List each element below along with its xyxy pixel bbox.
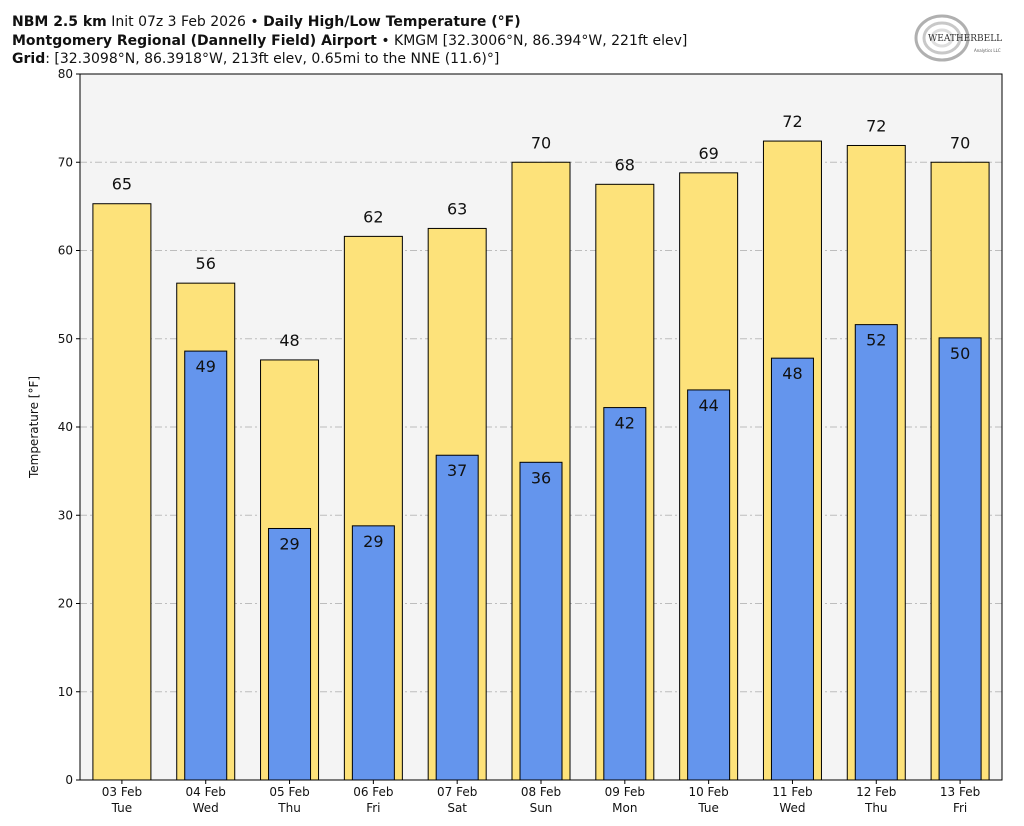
ytick-label-60: 60 [58, 244, 73, 258]
xtick-day-6: Mon [612, 801, 637, 815]
low-label-3: 29 [363, 532, 383, 551]
xtick-date-0: 03 Feb [102, 785, 142, 799]
chart-title: Daily High/Low Temperature (°F) [263, 14, 521, 30]
ytick-label-80: 80 [58, 67, 73, 81]
header-separator: • [381, 33, 390, 49]
ytick-label-20: 20 [58, 597, 73, 611]
high-label-2: 48 [279, 331, 299, 350]
low-label-4: 37 [447, 461, 467, 480]
xtick-date-10: 13 Feb [940, 785, 980, 799]
low-bar-1 [184, 350, 228, 781]
logo-subtext: Analytics LLC [974, 48, 1001, 53]
xtick-date-1: 04 Feb [186, 785, 226, 799]
ytick-label-40: 40 [58, 420, 73, 434]
high-label-6: 68 [615, 155, 635, 174]
high-label-1: 56 [196, 254, 216, 273]
high-label-7: 69 [698, 144, 718, 163]
model-name: NBM 2.5 km [12, 14, 107, 30]
high-label-10: 70 [950, 133, 970, 152]
xtick-day-3: Fri [366, 801, 380, 815]
logo-text: WEATHERBELL [928, 34, 1002, 44]
high-label-0: 65 [112, 175, 132, 194]
xtick-date-8: 11 Feb [772, 785, 812, 799]
grid-info: : [32.3098°N, 86.3918°W, 213ft elev, 0.6… [45, 51, 500, 67]
xtick-day-1: Wed [193, 801, 219, 815]
xtick-day-8: Wed [779, 801, 805, 815]
init-time: Init 07z 3 Feb 2026 [111, 14, 246, 30]
low-label-10: 50 [950, 344, 970, 363]
low-bar-3 [351, 525, 395, 781]
low-bar-6 [603, 407, 647, 781]
high-label-9: 72 [866, 116, 886, 135]
xtick-day-9: Thu [864, 801, 888, 815]
low-bar-8 [770, 357, 814, 781]
station-name: Montgomery Regional (Dannelly Field) Air… [12, 33, 377, 49]
xtick-date-9: 12 Feb [856, 785, 896, 799]
low-bar-4 [435, 454, 479, 781]
xtick-day-7: Tue [697, 801, 719, 815]
xtick-day-4: Sat [447, 801, 467, 815]
low-bar-9 [854, 324, 898, 781]
low-bars [184, 324, 982, 781]
xtick-day-5: Sun [530, 801, 553, 815]
xtick-date-6: 09 Feb [605, 785, 645, 799]
high-label-3: 62 [363, 207, 383, 226]
x-axis-ticks: 03 Feb Tue 04 Feb Wed 05 Feb Thu 06 Feb Fri 07 F… [102, 780, 980, 815]
ytick-label-30: 30 [58, 508, 73, 522]
low-label-6: 42 [615, 414, 635, 433]
xtick-date-4: 07 Feb [437, 785, 477, 799]
xtick-day-10: Fri [953, 801, 967, 815]
xtick-date-3: 06 Feb [353, 785, 393, 799]
low-bar-10 [938, 337, 982, 781]
high-label-5: 70 [531, 133, 551, 152]
low-label-2: 29 [279, 534, 299, 553]
grid-label: Grid [12, 51, 46, 67]
chart-header-line-1: NBM 2.5 km Init 07z 3 Feb 2026 • Daily H… [12, 13, 521, 31]
low-label-8: 48 [782, 364, 802, 383]
low-bar-5 [519, 461, 563, 781]
xtick-day-0: Tue [111, 801, 133, 815]
weatherbell-logo: WEATHERBELL Analytics LLC [914, 14, 1002, 62]
low-label-9: 52 [866, 331, 886, 350]
header-separator: • [250, 14, 259, 30]
y-axis-label: Temperature [°F] [27, 376, 41, 479]
xtick-date-2: 05 Feb [269, 785, 309, 799]
y-axis-ticks: 0 10 20 30 40 50 60 70 80 [58, 67, 80, 787]
chart-header-line-2: Montgomery Regional (Dannelly Field) Air… [12, 32, 687, 50]
ytick-label-50: 50 [58, 332, 73, 346]
high-bar-0 [92, 203, 152, 781]
low-bar-2 [268, 527, 312, 781]
low-bar-7 [687, 389, 731, 781]
ytick-label-10: 10 [58, 685, 73, 699]
xtick-day-2: Thu [277, 801, 301, 815]
bar-labels: 65 56 49 48 29 62 29 63 37 70 36 68 42 69 44 72 48 72 52 70… [112, 112, 971, 553]
ytick-label-70: 70 [58, 155, 73, 169]
high-label-4: 63 [447, 199, 467, 218]
chart-header-line-3: Grid: [32.3098°N, 86.3918°W, 213ft elev,… [12, 50, 499, 68]
xtick-date-7: 10 Feb [688, 785, 728, 799]
low-label-7: 44 [698, 396, 718, 415]
low-label-5: 36 [531, 468, 551, 487]
ytick-label-0: 0 [65, 773, 73, 787]
high-label-8: 72 [782, 112, 802, 131]
xtick-date-5: 08 Feb [521, 785, 561, 799]
low-label-1: 49 [196, 357, 216, 376]
station-info: KMGM [32.3006°N, 86.394°W, 221ft elev] [394, 33, 688, 49]
